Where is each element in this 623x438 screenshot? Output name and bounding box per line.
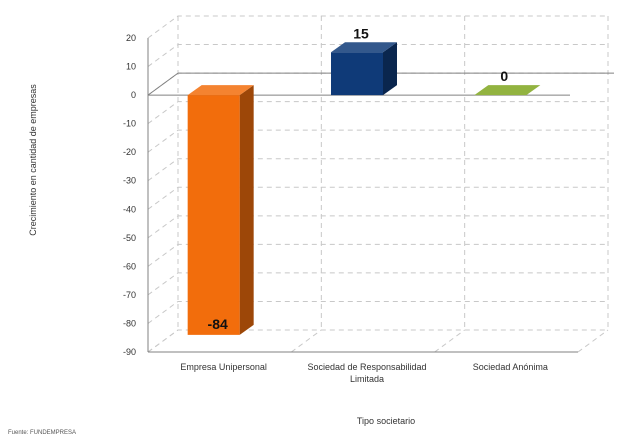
- floor-line: [434, 329, 465, 353]
- y-tick-label: -90: [123, 347, 136, 357]
- y-tick-label: 0: [131, 90, 136, 100]
- bar-front: [331, 52, 383, 96]
- chart-labels: 20 10 0 -10 -20 -30 -40 -50 -60 -70 -80 -90 -84 15 0 Em…: [123, 25, 548, 384]
- x-tick-label: Limitada: [350, 374, 384, 384]
- x-tick-label: Sociedad de Responsabilidad: [307, 362, 426, 372]
- gridline: [147, 15, 608, 39]
- bar-side: [383, 42, 397, 96]
- data-label: -84: [208, 316, 228, 332]
- chart-grid: [147, 15, 609, 353]
- y-tick-label: -70: [123, 290, 136, 300]
- gridline: [147, 300, 608, 324]
- bar: [474, 85, 541, 96]
- y-axis-title: Crecimiento en cantidad de empresas: [28, 84, 38, 236]
- floor-line: [147, 329, 179, 353]
- y-tick-label: 20: [126, 33, 136, 43]
- bar: [187, 85, 254, 335]
- bar-top: [474, 85, 541, 96]
- x-tick-label: Sociedad Anónima: [473, 362, 548, 372]
- y-tick-label: -30: [123, 176, 136, 186]
- data-label: 0: [500, 68, 508, 84]
- y-tick-label: -20: [123, 147, 136, 157]
- bar-top: [187, 85, 254, 96]
- gridline: [147, 129, 608, 153]
- bar-side: [239, 85, 254, 335]
- x-tick-label: Empresa Unipersonal: [180, 362, 267, 372]
- floor-line: [577, 329, 609, 353]
- data-label: 15: [353, 25, 369, 41]
- y-tick-label: -10: [123, 119, 136, 129]
- gridline: [147, 158, 608, 182]
- source-note: Fuente: FUNDEMPRESA: [8, 430, 76, 436]
- y-tick-label: -80: [123, 318, 136, 328]
- y-tick-label: -60: [123, 261, 136, 271]
- chart-bars: [187, 42, 541, 335]
- y-tick-label: -40: [123, 204, 136, 214]
- zero-line: [147, 72, 179, 96]
- y-tick-label: 10: [126, 62, 136, 72]
- bar-front: [187, 95, 240, 335]
- bar: [331, 42, 397, 96]
- y-tick-label: -50: [123, 233, 136, 243]
- bar-top: [331, 42, 397, 53]
- x-axis-title: Tipo societario: [357, 416, 415, 426]
- floor-line: [291, 329, 322, 353]
